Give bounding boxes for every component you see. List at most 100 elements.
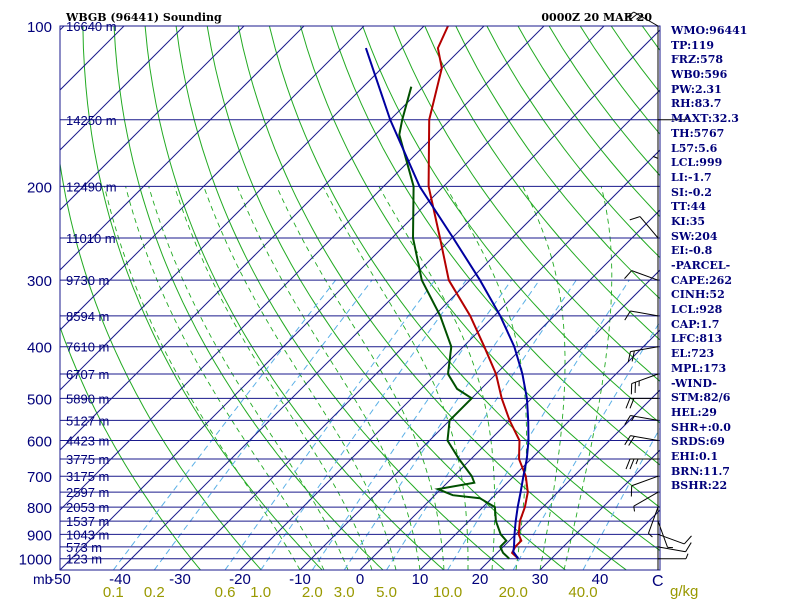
mixing-ratio-tick-label: 0.2 <box>144 584 165 600</box>
temperature-tick-label: -40 <box>109 571 131 588</box>
panel-line: -PARCEL- <box>671 259 731 272</box>
moist-adiabat <box>104 186 301 570</box>
mixing-ratio-line <box>112 279 336 570</box>
wind-barb <box>630 435 659 442</box>
panel-line: CAPE:262 <box>671 273 732 287</box>
wind-barb <box>639 216 659 239</box>
pressure-tick-label: 400 <box>27 340 52 357</box>
temperature-tick-label: -50 <box>49 571 71 588</box>
pressure-tick-label: 900 <box>27 527 52 544</box>
height-label: 2053 m <box>66 500 109 515</box>
mixing-ratio-tick-label: 5.0 <box>376 584 397 600</box>
temperature-trace <box>427 26 529 560</box>
isotherm <box>359 269 660 570</box>
pressure-tick-label: 200 <box>27 179 52 196</box>
mixing-ratio-line <box>311 279 512 570</box>
height-label: 4423 m <box>66 434 109 449</box>
wind-barb-flag <box>624 415 631 425</box>
dry-adiabat <box>144 26 445 570</box>
panel-line: SRDS:69 <box>671 435 725 449</box>
height-label: 16640 m <box>66 19 117 34</box>
mixing-ratio-line <box>582 427 660 570</box>
panel-line: LFC:813 <box>671 332 723 346</box>
panel-line: EHI:0.1 <box>671 449 719 463</box>
moist-adiabat <box>236 186 421 570</box>
temperature-tick-label: 20 <box>472 571 489 588</box>
wind-barb <box>631 475 659 487</box>
pressure-tick-label: 700 <box>27 469 52 486</box>
dry-adiabat <box>60 325 201 570</box>
mixing-ratio-tick-label: 3.0 <box>334 584 355 600</box>
wind-barb <box>657 546 686 553</box>
height-label: 123 m <box>66 552 102 567</box>
wind-barb-flag <box>685 542 692 552</box>
height-label: 9730 m <box>66 273 109 288</box>
height-label: 12490 m <box>66 179 117 194</box>
mixing-ratio-line <box>386 279 577 570</box>
mixing-ratio-tick-label: 1.0 <box>250 584 271 600</box>
height-label: 1043 m <box>66 527 109 542</box>
pressure-tick-label: 800 <box>27 500 52 517</box>
wind-barb <box>647 506 659 534</box>
isotherm <box>60 26 245 211</box>
wind-barb-flag <box>631 350 635 362</box>
axis-labels: WBGB (96441) Sounding 0000Z 20 MAR 20 mb… <box>19 11 699 600</box>
panel-line: -WIND- <box>671 376 717 390</box>
isotherm <box>60 26 305 271</box>
sounding-profiles <box>364 26 530 560</box>
mixing-ratio-tick-label: 20.0 <box>499 584 528 600</box>
mixing-ratio-tick-label: 0.6 <box>215 584 236 600</box>
panel-line: BSHR:22 <box>671 479 728 493</box>
wind-barb-half-flag <box>636 15 641 20</box>
mixing-ratio-line <box>447 279 630 570</box>
isotherm <box>299 209 660 570</box>
panel-line: TT:44 <box>671 200 706 214</box>
mixing-ratio-tick-label: 40.0 <box>568 584 597 600</box>
height-label: 14250 m <box>66 113 117 128</box>
panel-line: L57:5.6 <box>671 141 718 155</box>
isotherm <box>60 26 365 331</box>
panel-line: BRN:11.7 <box>671 464 730 478</box>
panel-line: TP:119 <box>671 38 715 52</box>
panel-line: LCL:999 <box>671 156 723 170</box>
isotherm <box>479 389 660 570</box>
dry-adiabat <box>486 26 660 259</box>
chart-background-lines <box>0 26 660 570</box>
panel-line: KI:35 <box>671 214 706 228</box>
height-label: 2597 m <box>66 485 109 500</box>
height-label: 3775 m <box>66 452 109 467</box>
moist-adiabat <box>125 186 325 570</box>
wind-barb-half-flag <box>633 506 636 512</box>
moist-adiabat <box>148 186 349 570</box>
mixing-ratio-tick-label: 0.1 <box>103 584 124 600</box>
pressure-axis-unit: mb <box>33 571 53 587</box>
dry-adiabat <box>362 26 660 424</box>
pressure-tick-label: 1000 <box>19 552 52 569</box>
wind-barb-flag <box>629 398 635 409</box>
pressure-tick-label: 500 <box>27 391 52 408</box>
panel-line: PW:2.31 <box>671 82 722 96</box>
wind-barb-flag <box>628 13 638 22</box>
wind-barb-flag <box>627 351 631 363</box>
panel-line: CAP:1.7 <box>671 317 720 331</box>
dry-adiabat <box>60 160 262 570</box>
dry-adiabat <box>424 26 660 341</box>
temperature-tick-label: -20 <box>229 571 251 588</box>
dry-adiabat <box>455 26 660 300</box>
wind-barb-flag <box>629 458 635 470</box>
height-label: 11010 m <box>66 231 116 246</box>
mixing-ratio-unit: g/kg <box>670 583 698 600</box>
height-label: 573 m <box>66 540 102 555</box>
wind-barb-column <box>624 11 692 570</box>
wind-barb <box>631 270 659 281</box>
isotherm <box>419 329 660 570</box>
valid-time: 0000Z 20 MAR 20 <box>541 11 652 24</box>
wind-barb-flag <box>629 216 641 221</box>
panel-line: SI:-0.2 <box>671 185 712 199</box>
moist-adiabat <box>276 186 445 570</box>
mixing-ratio-line <box>224 279 436 570</box>
isotherm <box>0 26 4 570</box>
panel-line: SHR+:0.0 <box>671 420 731 434</box>
isotherm <box>239 149 660 570</box>
panel-line: MPL:173 <box>671 361 727 375</box>
